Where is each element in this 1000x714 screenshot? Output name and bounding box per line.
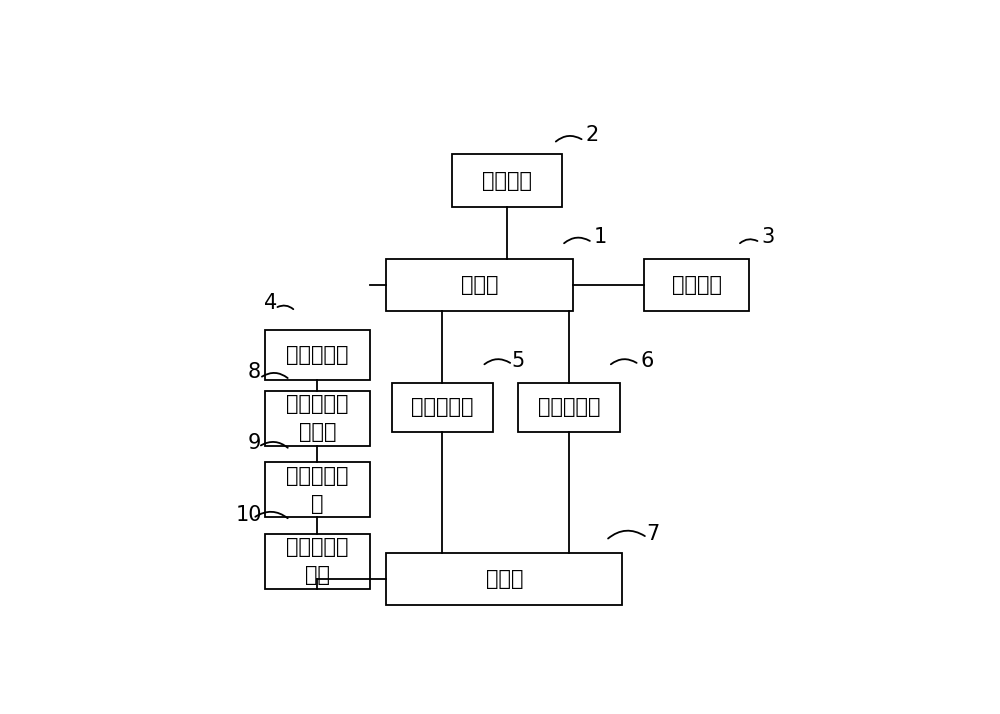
Bar [265, 462, 370, 517]
Text: 阻力系统: 阻力系统 [672, 275, 722, 295]
Bar [452, 154, 562, 206]
Text: 5: 5 [511, 351, 525, 371]
Bar [265, 391, 370, 446]
Text: 驱动模块: 驱动模块 [482, 171, 532, 191]
Bar [386, 553, 622, 605]
Text: 温度传感器: 温度传感器 [411, 397, 474, 417]
Text: 变速箱: 变速箱 [461, 275, 498, 295]
Bar [518, 383, 620, 432]
Text: 1: 1 [594, 227, 607, 247]
Text: 偏置放大电
路: 偏置放大电 路 [286, 466, 349, 514]
Text: 9: 9 [247, 433, 261, 453]
Text: 振动传感器: 振动传感器 [538, 397, 600, 417]
Bar [644, 259, 749, 311]
Bar [386, 259, 573, 311]
Bar [392, 383, 493, 432]
Bar [265, 534, 370, 589]
Text: 8: 8 [248, 361, 261, 381]
Text: 6: 6 [641, 351, 654, 371]
Text: 扭矩传感器: 扭矩传感器 [286, 345, 349, 365]
Text: 3: 3 [762, 227, 775, 247]
Bar [265, 331, 370, 380]
Text: 10: 10 [235, 505, 262, 525]
Text: 扭矩信号处
理模块: 扭矩信号处 理模块 [286, 394, 349, 442]
Text: 单片机: 单片机 [486, 569, 523, 589]
Text: 7: 7 [646, 524, 659, 544]
Text: 自增益控制
电路: 自增益控制 电路 [286, 537, 349, 585]
Text: 2: 2 [586, 125, 599, 145]
Text: 4: 4 [264, 293, 277, 313]
